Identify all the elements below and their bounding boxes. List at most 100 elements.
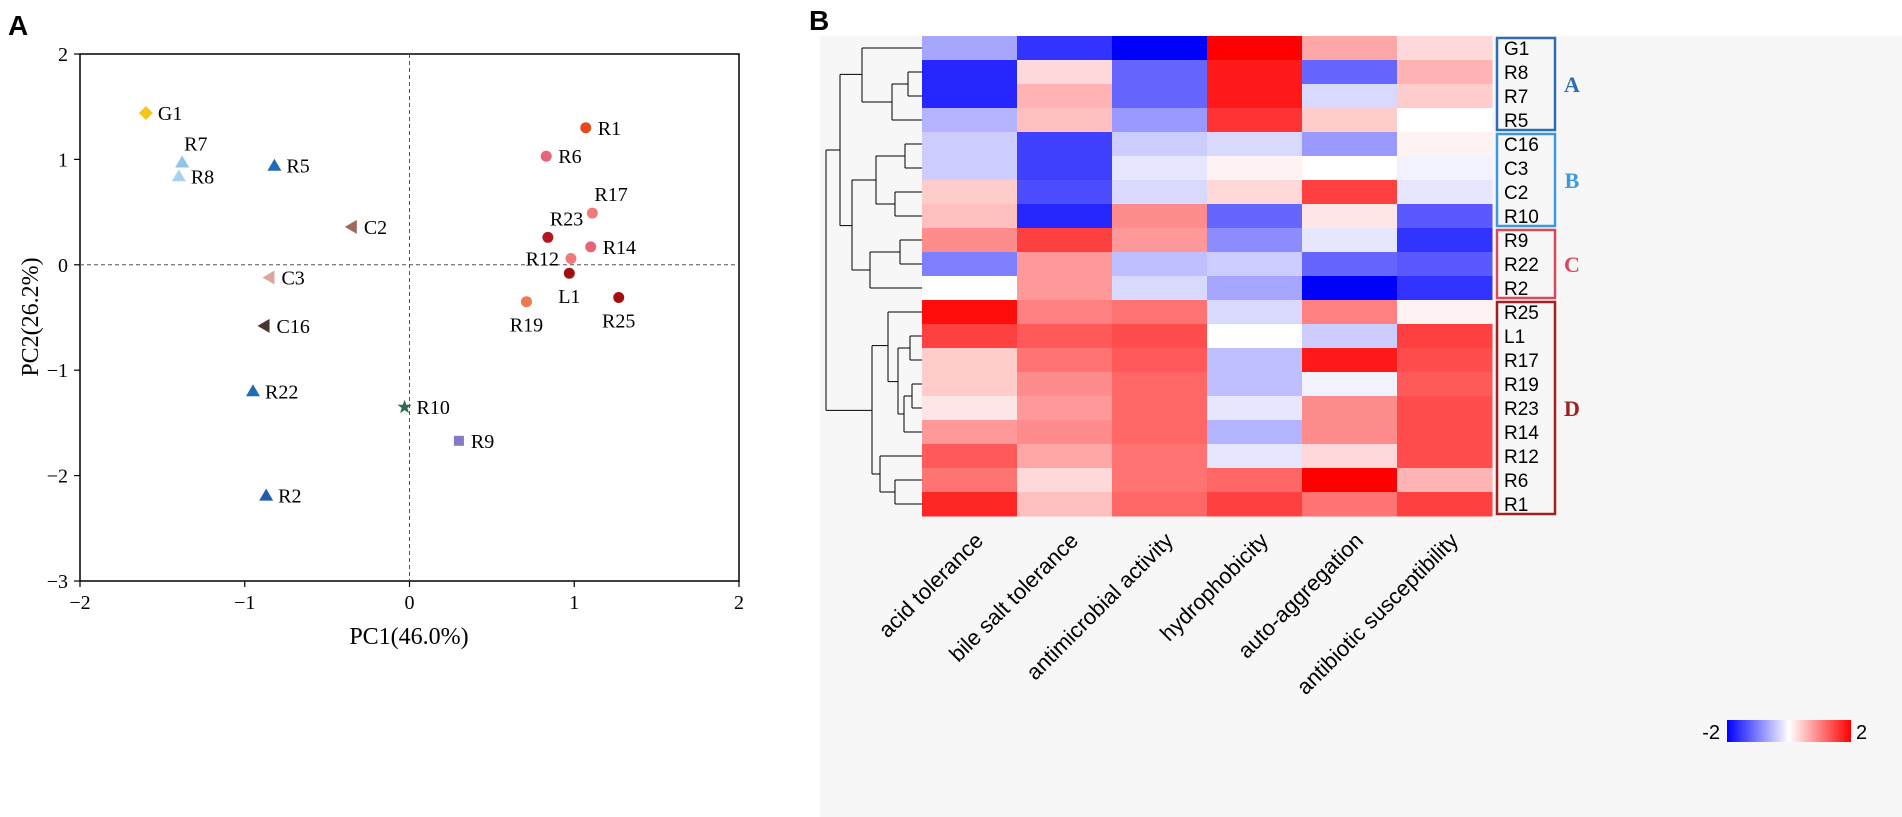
- point-r9-label: R9: [471, 431, 494, 453]
- point-r2-marker: [259, 488, 274, 501]
- panel-a-label: A: [8, 10, 28, 41]
- point-r23-label: R23: [550, 208, 583, 230]
- heatmap-cell-l1-0: [922, 324, 1018, 349]
- point-r22-label: R22: [265, 381, 298, 403]
- heatmap-row-label-r8: R8: [1504, 63, 1528, 84]
- heatmap-cell-r8-2: [1112, 60, 1208, 85]
- heatmap-cell-c3-5: [1397, 156, 1493, 181]
- heatmap-row-label-r12: R12: [1504, 447, 1539, 468]
- group-b-label: B: [1565, 168, 1580, 193]
- heatmap-cell-r25-0: [922, 300, 1018, 325]
- heatmap-row-label-r5: R5: [1504, 111, 1528, 132]
- heatmap-cell-r2-5: [1397, 276, 1493, 301]
- heatmap-cell-r9-5: [1397, 228, 1493, 253]
- heatmap-cell-r7-4: [1302, 84, 1398, 109]
- heatmap-cell-r9-3: [1207, 228, 1303, 253]
- pca-x-tick-label: 2: [734, 592, 744, 614]
- heatmap-cell-r5-0: [922, 108, 1018, 133]
- heatmap-cell-r25-4: [1302, 300, 1398, 325]
- colorbar-min-label: -2: [1702, 722, 1720, 744]
- heatmap-cell-r19-4: [1302, 372, 1398, 397]
- heatmap-cell-r23-5: [1397, 396, 1493, 421]
- pca-y-tick-label: 1: [58, 149, 68, 171]
- point-r17-marker: [586, 207, 598, 219]
- row-dendrogram: [825, 47, 922, 505]
- point-r17-label: R17: [594, 184, 627, 206]
- group-d-box: [1495, 300, 1557, 516]
- heatmap-cell-r10-0: [922, 204, 1018, 229]
- heatmap-row-label-c16: C16: [1504, 135, 1539, 156]
- pca-y-ticks: −3 −2 −1 0 1 2: [47, 44, 80, 593]
- heatmap-cell-r10-2: [1112, 204, 1208, 229]
- group-c-box: [1495, 228, 1557, 300]
- point-r25-marker: [613, 291, 625, 303]
- point-r8-label: R8: [191, 166, 214, 188]
- point-r12-marker: [565, 252, 577, 264]
- heatmap-cells: [922, 36, 1493, 517]
- heatmap-row-label-c3: C3: [1504, 159, 1528, 180]
- point-r19-label: R19: [510, 315, 543, 337]
- heatmap-row-label-r19: R19: [1504, 375, 1539, 396]
- heatmap-cell-c2-1: [1017, 180, 1113, 205]
- heatmap-cell-c2-3: [1207, 180, 1303, 205]
- heatmap-cell-r25-2: [1112, 300, 1208, 325]
- heatmap-cell-r7-5: [1397, 84, 1493, 109]
- heatmap-row-label-r9: R9: [1504, 231, 1528, 252]
- heatmap-cell-r5-3: [1207, 108, 1303, 133]
- heatmap-cell-c16-5: [1397, 132, 1493, 157]
- heatmap-cell-r2-4: [1302, 276, 1398, 301]
- point-c2-label: C2: [364, 217, 387, 239]
- point-c3-marker: [262, 270, 275, 285]
- heatmap-row-label-r1: R1: [1504, 495, 1528, 516]
- point-r6-label: R6: [558, 146, 581, 168]
- heatmap-cell-r19-2: [1112, 372, 1208, 397]
- heatmap-cell-r2-3: [1207, 276, 1303, 301]
- heatmap-cell-r23-2: [1112, 396, 1208, 421]
- heatmap-cell-l1-2: [1112, 324, 1208, 349]
- heatmap-cell-r1-5: [1397, 492, 1493, 517]
- heatmap-cell-r10-4: [1302, 204, 1398, 229]
- heatmap-cell-r17-4: [1302, 348, 1398, 373]
- pca-x-ticks: −2 −1 0 1 2: [69, 581, 744, 614]
- colorbar-gradient: [1727, 720, 1851, 742]
- heatmap-cell-c3-0: [922, 156, 1018, 181]
- heatmap-cell-r12-0: [922, 444, 1018, 469]
- heatmap-cell-l1-1: [1017, 324, 1113, 349]
- heatmap-cell-c16-4: [1302, 132, 1398, 157]
- heatmap-cell-r19-5: [1397, 372, 1493, 397]
- point-l1-marker: [563, 267, 575, 279]
- heatmap-cell-r22-2: [1112, 252, 1208, 277]
- heatmap-cell-r6-3: [1207, 468, 1303, 493]
- pca-y-tick-label: −2: [47, 466, 68, 488]
- heatmap-cell-g1-0: [922, 36, 1018, 61]
- heatmap-cell-r12-4: [1302, 444, 1398, 469]
- heatmap-cell-r25-3: [1207, 300, 1303, 325]
- heatmap-cell-r1-2: [1112, 492, 1208, 517]
- heatmap-cell-l1-4: [1302, 324, 1398, 349]
- heatmap-cell-r10-5: [1397, 204, 1493, 229]
- heatmap-cell-r22-0: [922, 252, 1018, 277]
- heatmap-cell-r12-2: [1112, 444, 1208, 469]
- heatmap-cell-r14-3: [1207, 420, 1303, 445]
- heatmap-cell-g1-1: [1017, 36, 1113, 61]
- point-c16-label: C16: [277, 316, 310, 338]
- heatmap-cell-r2-2: [1112, 276, 1208, 301]
- heatmap-cell-r7-1: [1017, 84, 1113, 109]
- pca-reference-lines: [80, 54, 739, 581]
- point-r1-label: R1: [598, 118, 621, 140]
- heatmap-cell-r19-1: [1017, 372, 1113, 397]
- heatmap-row-label-g1: G1: [1504, 39, 1529, 60]
- heatmap-cell-r14-1: [1017, 420, 1113, 445]
- point-r1-marker: [580, 122, 592, 134]
- heatmap-row-labels: G1 R8 R7 R5 C16 C3 C2 R10 R9 R22 R2 R25 L1 R17 R19 R23 R…: [1504, 39, 1539, 516]
- heatmap-cell-r9-0: [922, 228, 1018, 253]
- point-r10-marker: [397, 399, 412, 414]
- heatmap-cell-r14-5: [1397, 420, 1493, 445]
- group-b-box: [1495, 132, 1557, 228]
- point-r2-label: R2: [278, 486, 301, 508]
- heatmap-row-label-r2: R2: [1504, 279, 1528, 300]
- pca-x-tick-label: 1: [569, 592, 579, 614]
- heatmap-cell-r23-4: [1302, 396, 1398, 421]
- heatmap-cell-r5-1: [1017, 108, 1113, 133]
